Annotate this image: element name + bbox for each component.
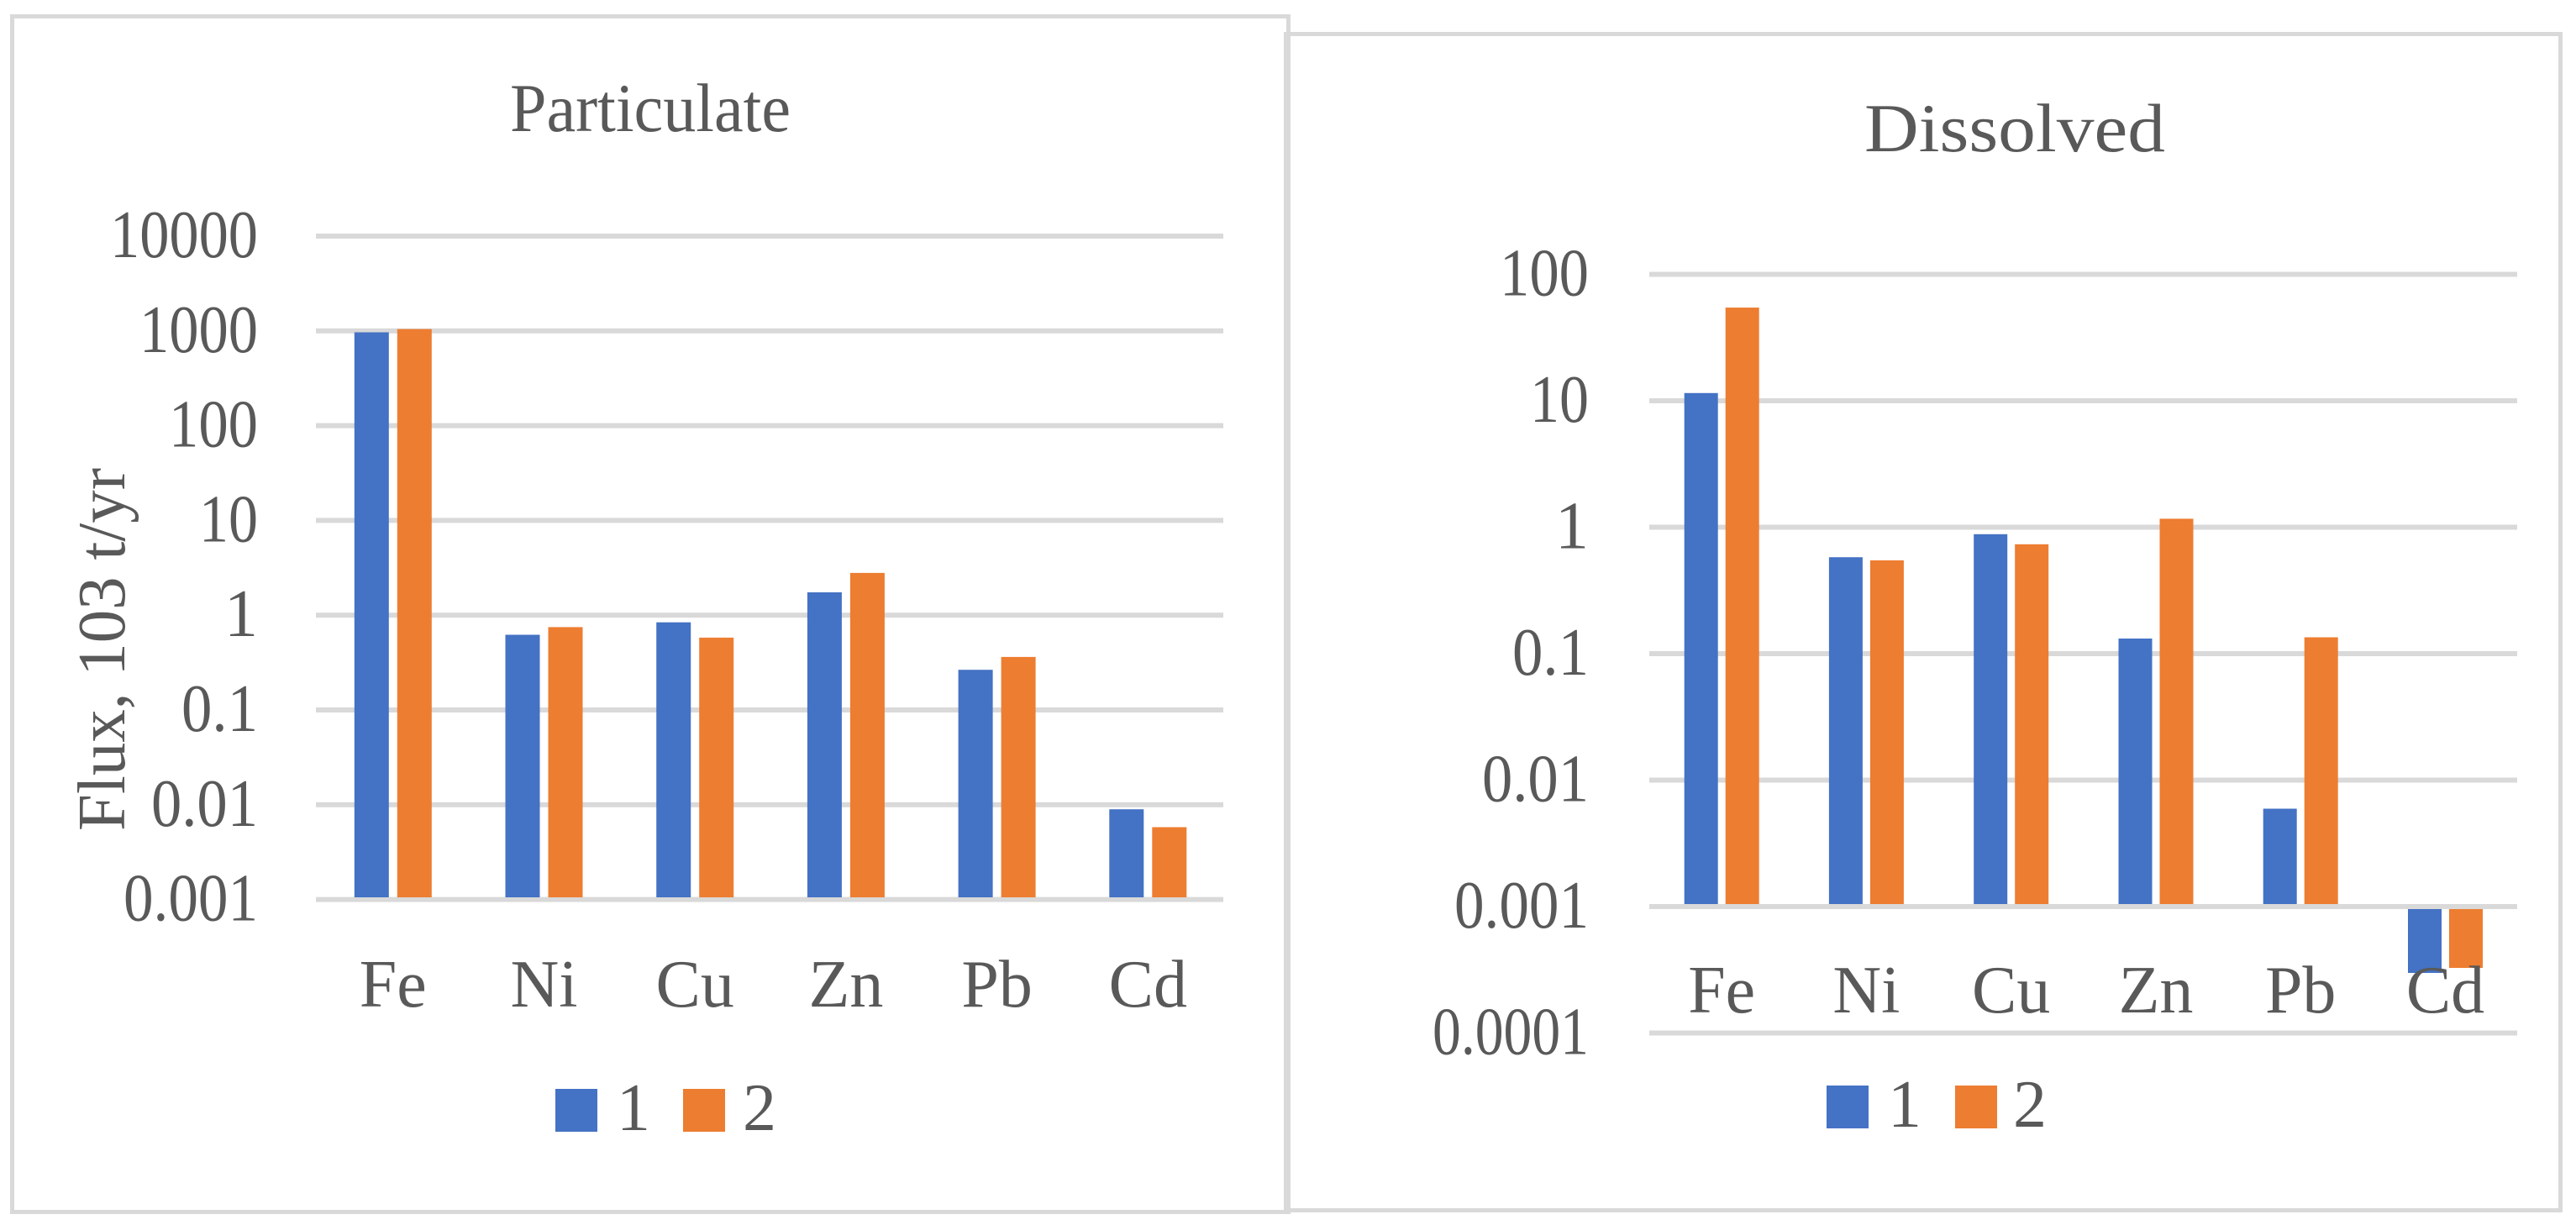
svg-text:0.1: 0.1 <box>1512 616 1589 690</box>
svg-text:1: 1 <box>1555 490 1589 564</box>
svg-text:100: 100 <box>169 388 258 462</box>
svg-text:10: 10 <box>199 482 258 556</box>
svg-text:0.01: 0.01 <box>151 767 258 841</box>
svg-text:Cd: Cd <box>1109 948 1187 1022</box>
svg-text:1000: 1000 <box>139 293 258 367</box>
svg-text:2: 2 <box>743 1071 776 1145</box>
svg-text:Dissolved: Dissolved <box>1864 90 2165 166</box>
svg-text:Fe: Fe <box>1688 954 1755 1028</box>
svg-text:Cd: Cd <box>2406 954 2484 1028</box>
svg-text:Cu: Cu <box>656 948 734 1022</box>
svg-text:Pb: Pb <box>2265 954 2337 1028</box>
svg-text:0.01: 0.01 <box>1482 743 1589 817</box>
svg-text:Pb: Pb <box>961 948 1033 1022</box>
svg-text:Zn: Zn <box>808 948 883 1022</box>
svg-text:1: 1 <box>224 577 258 651</box>
svg-text:1: 1 <box>1888 1068 1921 1142</box>
svg-text:Ni: Ni <box>1832 954 1900 1028</box>
svg-text:0.001: 0.001 <box>124 862 258 936</box>
svg-text:0.1: 0.1 <box>181 672 258 746</box>
svg-text:Zn: Zn <box>2119 954 2194 1028</box>
svg-text:100: 100 <box>1500 237 1589 311</box>
svg-text:Fe: Fe <box>360 948 427 1022</box>
svg-text:Particulate: Particulate <box>510 70 791 146</box>
svg-text:Cu: Cu <box>1972 954 2050 1028</box>
svg-text:10: 10 <box>1530 363 1589 437</box>
svg-text:10000: 10000 <box>110 198 258 272</box>
svg-text:Flux, 103 t/yr: Flux, 103 t/yr <box>66 468 139 831</box>
svg-text:0.0001: 0.0001 <box>1433 996 1589 1070</box>
svg-text:2: 2 <box>2013 1068 2047 1142</box>
svg-text:0.001: 0.001 <box>1454 869 1589 943</box>
svg-text:1: 1 <box>617 1071 650 1145</box>
svg-text:Ni: Ni <box>511 948 578 1022</box>
